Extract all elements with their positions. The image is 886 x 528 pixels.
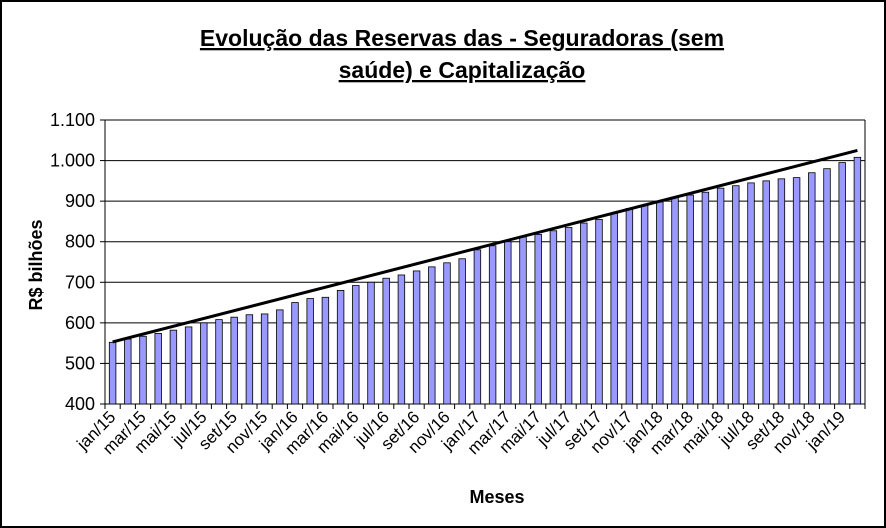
bar [686, 194, 694, 405]
y-tick-label: 1.000 [50, 151, 95, 171]
bar [488, 245, 497, 405]
bar [762, 180, 770, 405]
bar [260, 313, 269, 405]
bar [458, 258, 466, 405]
y-tick-label: 1.100 [50, 110, 95, 130]
trendline [112, 148, 858, 344]
bar [154, 333, 162, 405]
bar [169, 329, 178, 405]
bar [853, 156, 862, 405]
bar [823, 168, 831, 405]
chart-title: saúde) e Capitalização [339, 57, 586, 83]
y-tick-label: 700 [65, 272, 95, 292]
bar [716, 187, 725, 405]
bar [564, 227, 573, 405]
bar [610, 212, 618, 405]
bar [428, 266, 436, 405]
bar [473, 249, 482, 405]
bar [200, 322, 208, 405]
bar [336, 289, 345, 405]
bar [124, 338, 132, 405]
bar [792, 177, 801, 405]
y-tick-label: 900 [65, 191, 95, 211]
bar [701, 191, 710, 405]
bar [397, 274, 406, 405]
bar [504, 241, 512, 405]
bar [640, 204, 649, 405]
y-tick-label: 400 [65, 394, 95, 414]
bar [291, 302, 299, 405]
bar [306, 298, 314, 405]
bar [367, 281, 375, 405]
bar [656, 201, 664, 405]
y-tick-label: 500 [65, 353, 95, 373]
bar [230, 316, 238, 405]
bar [443, 262, 451, 405]
bar [139, 335, 147, 405]
bar [580, 222, 588, 405]
bar [838, 162, 846, 405]
bar [276, 309, 284, 405]
bar [519, 236, 527, 405]
bar [595, 218, 603, 405]
chart-title: Evolução das Reservas das - Seguradoras … [200, 25, 724, 51]
bar [625, 208, 634, 405]
bar [184, 326, 193, 405]
y-tick-label: 600 [65, 313, 95, 333]
bar [732, 185, 740, 405]
x-axis-label: Meses [469, 487, 524, 507]
bar [215, 319, 223, 405]
bar [382, 277, 390, 405]
bar [108, 341, 117, 405]
bar [777, 178, 786, 405]
y-tick-label: 800 [65, 232, 95, 252]
bar [747, 182, 755, 405]
bar [412, 270, 421, 405]
bar [321, 296, 330, 405]
bar [549, 230, 558, 405]
y-axis-label: R$ bilhões [26, 219, 46, 310]
bar [808, 172, 816, 405]
bar [245, 314, 254, 405]
bar [534, 234, 542, 405]
bar [671, 196, 679, 405]
bar [352, 285, 360, 405]
